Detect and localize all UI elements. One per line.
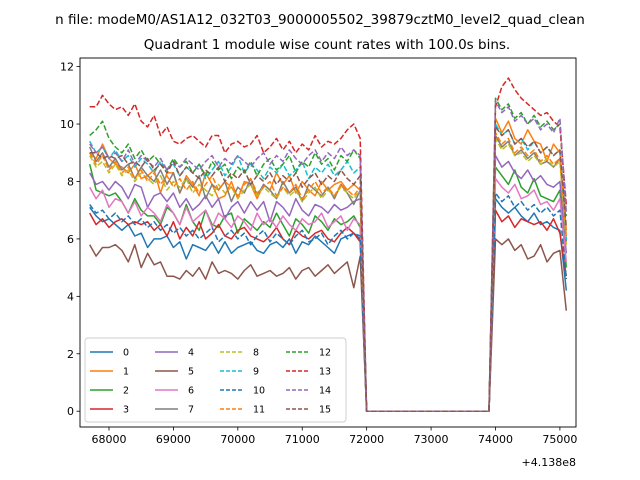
- legend-label-5: 5: [188, 367, 194, 378]
- legend-label-10: 10: [253, 386, 265, 397]
- legend-label-0: 0: [123, 348, 129, 359]
- legend-label-11: 11: [253, 405, 265, 416]
- y-axis: 0 2 4 6 8 10 12: [60, 61, 80, 418]
- figure-suptitle: n file: modeM0/AS1A12_032T03_9000005502_…: [55, 12, 585, 28]
- x-tick-label: 68000: [91, 433, 126, 446]
- series-line-14: [89, 100, 568, 412]
- x-axis: 68000 69000 70000 71000 72000 73000 74000 75000: [91, 427, 577, 446]
- x-tick-label: 72000: [349, 433, 384, 446]
- legend-label-2: 2: [123, 386, 129, 397]
- series-layer: [88, 77, 568, 412]
- y-tick-label: 10: [60, 118, 74, 131]
- x-tick-label: 69000: [156, 433, 191, 446]
- legend-label-15: 15: [319, 405, 331, 416]
- legend-frame: [84, 337, 347, 423]
- chart-title: Quadrant 1 module wise count rates with …: [144, 37, 510, 53]
- x-tick-label: 70000: [220, 433, 255, 446]
- legend-label-12: 12: [319, 348, 331, 359]
- legend-label-13: 13: [319, 367, 331, 378]
- legend-label-4: 4: [188, 348, 194, 359]
- legend-label-7: 7: [188, 405, 194, 416]
- x-axis-offset-label: +4.138e8: [522, 456, 576, 469]
- legend-label-14: 14: [319, 386, 331, 397]
- legend-label-8: 8: [253, 348, 259, 359]
- x-tick-label: 73000: [414, 433, 449, 446]
- y-tick-label: 12: [60, 61, 74, 74]
- y-tick-label: 8: [67, 175, 74, 188]
- legend-label-6: 6: [188, 386, 194, 397]
- x-tick-label: 71000: [285, 433, 320, 446]
- plot-area-frame: [79, 57, 577, 428]
- y-tick-label: 2: [67, 348, 74, 361]
- legend-label-1: 1: [123, 367, 129, 378]
- y-tick-label: 4: [67, 290, 74, 303]
- x-tick-label: 74000: [478, 433, 513, 446]
- y-tick-label: 6: [67, 233, 74, 246]
- series-line-15: [89, 126, 568, 412]
- x-tick-label: 75000: [542, 433, 577, 446]
- y-tick-label: 0: [67, 405, 74, 418]
- legend-label-9: 9: [253, 367, 259, 378]
- legend-label-3: 3: [123, 405, 129, 416]
